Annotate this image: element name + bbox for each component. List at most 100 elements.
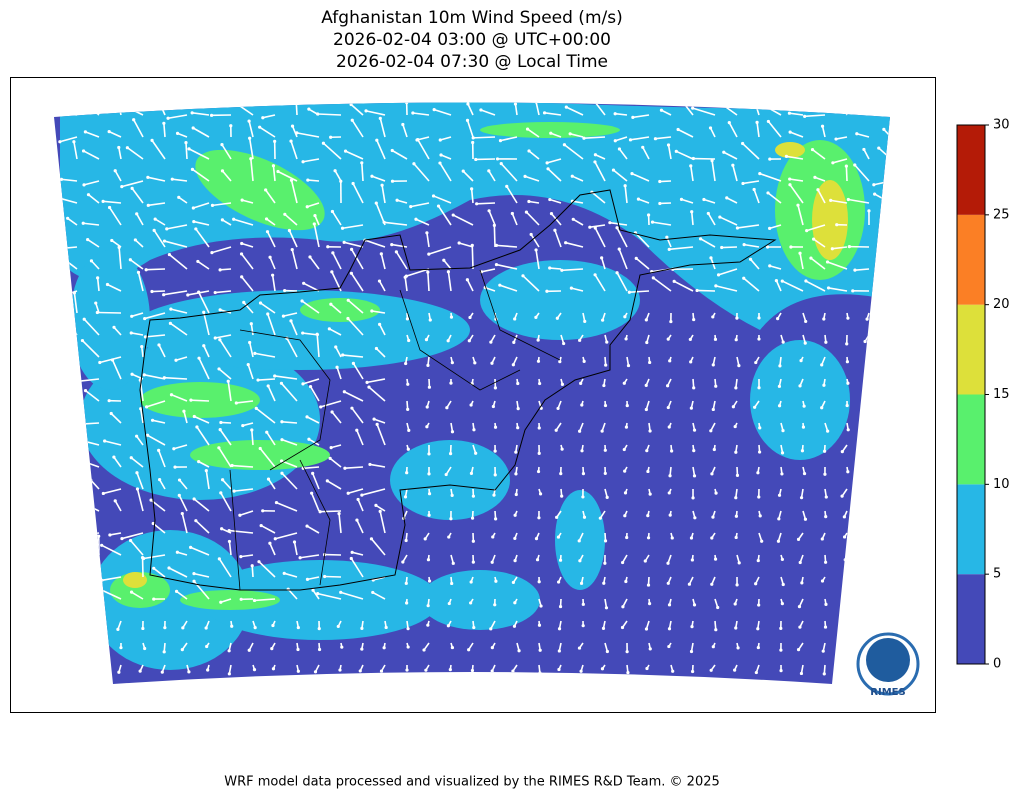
arrow-head (505, 184, 509, 188)
wind-arrow (743, 277, 760, 292)
arrow-head (190, 167, 195, 171)
wind-arrow (203, 345, 210, 358)
logo: RIMES (856, 632, 920, 698)
arrow-head (492, 493, 496, 497)
wind-arrow (306, 525, 320, 534)
arrow-head (555, 515, 559, 519)
wind-arrow (496, 263, 518, 270)
arrow-head (446, 624, 450, 628)
wind-arrow (96, 277, 100, 292)
arrow-head (538, 381, 542, 386)
arrow-head (356, 497, 360, 502)
arrow-head (556, 535, 561, 539)
arrow-head (319, 405, 323, 409)
wind-arrow (260, 524, 276, 534)
arrow-head (305, 415, 309, 419)
arrow-head (103, 439, 107, 443)
arrow-head (432, 108, 436, 112)
arrow-head (274, 500, 279, 505)
arrow-head (289, 178, 294, 182)
arrow-head (360, 626, 364, 631)
wind-arrow (345, 150, 364, 160)
wind-arrow (496, 244, 518, 248)
wind-arrow (544, 112, 562, 116)
arrow-head (360, 493, 364, 497)
wind-arrow (266, 231, 276, 248)
arrow-head (427, 385, 432, 389)
arrow-head (658, 179, 662, 184)
arrow-head (350, 406, 354, 410)
arrow-head (346, 316, 350, 321)
arrow-head (709, 668, 713, 672)
arrow-head (382, 646, 386, 650)
wind-arrow (769, 265, 782, 270)
arrow-head (788, 177, 792, 181)
arrow-head (438, 138, 442, 142)
arrow-head (238, 513, 242, 517)
arrow-head (128, 538, 133, 543)
arrow-head (538, 648, 542, 652)
arrow-head (799, 671, 804, 676)
arrow-head (252, 598, 257, 603)
wind-arrow (163, 123, 166, 138)
arrow-head (98, 360, 102, 365)
wind-arrow (81, 339, 100, 358)
arrow-head (621, 605, 625, 609)
wind-arrow (221, 144, 232, 160)
arrow-head (523, 174, 527, 179)
arrow-head (756, 627, 760, 631)
arrow-head (776, 317, 780, 321)
arrow-head (568, 132, 572, 136)
wind-arrow (522, 275, 540, 292)
arrow-head (374, 201, 378, 205)
wind-arrow (183, 411, 188, 424)
arrow-head (66, 216, 70, 220)
wind-arrow (350, 272, 364, 292)
arrow-head (350, 247, 354, 251)
arrow-head (379, 252, 383, 256)
wind-arrow (144, 374, 166, 380)
arrow-head (625, 650, 629, 654)
arrow-head (282, 571, 286, 575)
arrow-head (779, 648, 783, 652)
wind-arrow (616, 272, 628, 292)
arrow-head (149, 498, 153, 502)
wind-arrow (167, 114, 188, 120)
arrow-head (757, 337, 761, 341)
arrow-head (698, 237, 703, 241)
wind-arrow (215, 290, 232, 294)
arrow-head (733, 602, 737, 606)
arrow-head (605, 649, 609, 654)
arrow-head (471, 539, 475, 543)
arrow-head (781, 429, 785, 433)
arrow-head (788, 130, 792, 134)
arrow-head (779, 669, 783, 673)
arrow-head (209, 113, 214, 117)
arrow-head (145, 433, 150, 437)
wind-arrow (177, 132, 188, 138)
wind-arrow (114, 500, 122, 512)
arrow-head (689, 536, 694, 540)
arrow-head (758, 426, 762, 430)
arrow-head (706, 211, 710, 216)
arrow-head (390, 242, 394, 247)
wind-arrow (218, 368, 232, 380)
arrow-head (825, 260, 830, 264)
arrow-head (370, 309, 374, 313)
wind-arrow (804, 114, 826, 118)
wind-arrow (129, 539, 144, 556)
arrow-head (804, 319, 808, 324)
arrow-head (450, 493, 454, 497)
arrow-head (718, 215, 722, 219)
wind-arrow (806, 224, 826, 232)
arrow-head (646, 514, 650, 518)
wind-arrow (313, 223, 320, 248)
arrow-head (802, 471, 807, 476)
arrow-head (72, 140, 76, 144)
arrow-head (249, 322, 253, 326)
arrow-head (107, 399, 111, 403)
wind-arrow (535, 249, 540, 270)
arrow-head (737, 561, 741, 565)
wind-arrow (618, 248, 628, 270)
wind-arrow (281, 438, 298, 446)
